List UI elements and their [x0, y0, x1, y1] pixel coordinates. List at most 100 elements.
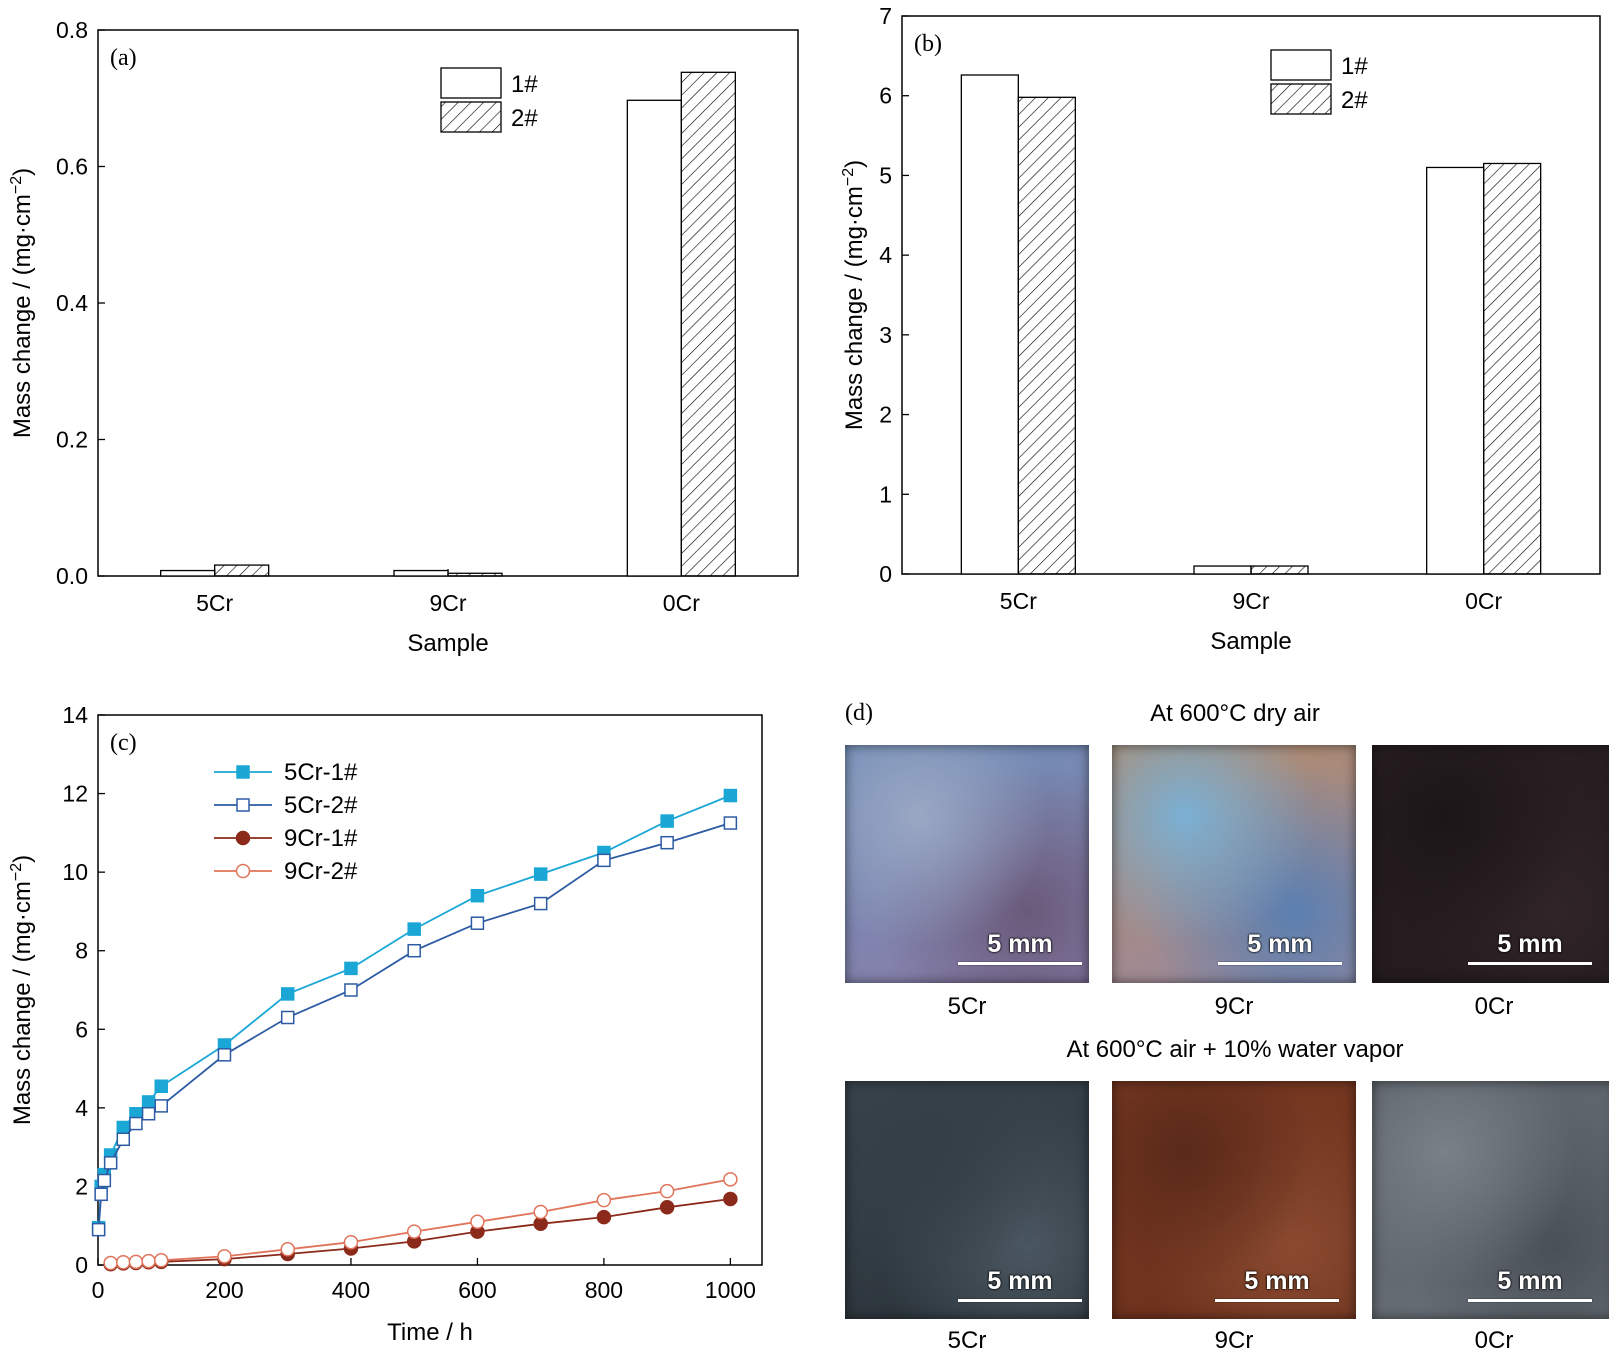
scale-bar-label: 5 mm — [1247, 930, 1313, 958]
x-tick-label: 800 — [585, 1277, 623, 1303]
y-tick-label: 2 — [75, 1173, 88, 1199]
scale-bar — [1218, 962, 1342, 965]
data-point-5Cr-1# — [116, 1120, 131, 1135]
legend-marker — [236, 765, 250, 779]
y-tick-label: 0.4 — [56, 290, 88, 316]
data-point-9Cr-2# — [280, 1242, 295, 1257]
series-line-5Cr-2# — [97, 822, 731, 1230]
chart-a: 0.0 0.2 0.4 0.6 0.8 5Cr 9Cr 0Cr Sample Mass chang… — [8, 17, 799, 657]
y-tick-label: 0.8 — [56, 17, 88, 43]
x-tick-label: 0Cr — [663, 590, 700, 616]
scale-bar — [1468, 1299, 1592, 1302]
y-tick-label: 10 — [62, 859, 88, 885]
photo-5cr-water-vapor — [845, 1081, 1089, 1319]
x-axis-label: Sample — [1210, 628, 1291, 655]
data-point-5Cr-2# — [129, 1116, 143, 1131]
y-tick-label: 0 — [879, 561, 892, 587]
legend-swatch — [1270, 49, 1332, 81]
data-point-5Cr-2# — [533, 896, 548, 911]
data-point-5Cr-2# — [94, 1187, 108, 1202]
y-tick-label: 0.2 — [56, 427, 88, 453]
panel-d-label: (d) — [845, 700, 873, 726]
x-tick-label: 0Cr — [1465, 588, 1502, 614]
data-point-9Cr-2# — [533, 1204, 548, 1220]
photo-label: 5Cr — [947, 1327, 987, 1354]
legend-label: 2# — [1341, 87, 1368, 114]
scale-bar-label: 5 mm — [1497, 1267, 1563, 1295]
data-point-5Cr-2# — [470, 916, 485, 930]
y-axis-label: Mass change / (mg·cm−2) — [8, 855, 36, 1125]
bar-2-9Cr — [1250, 565, 1309, 575]
x-tick-label: 9Cr — [1232, 588, 1269, 614]
y-axis-label: Mass change / (mg·cm−2) — [8, 168, 36, 438]
y-tick-label: 4 — [879, 242, 892, 268]
bar-1-0Cr — [626, 99, 682, 577]
y-tick-label: 5 — [879, 162, 892, 188]
bar-1-5Cr — [960, 74, 1019, 575]
x-tick-label: 400 — [332, 1277, 370, 1303]
data-point-5Cr-1# — [470, 888, 485, 903]
data-point-5Cr-2# — [344, 983, 358, 997]
y-axis-label: Mass change / (mg·cm−2) — [840, 160, 868, 430]
x-tick-label: 1000 — [705, 1277, 756, 1303]
chart-b: 0 1 2 3 4 5 6 7 5Cr 9Cr 0Cr Sample Mass change / (mg… — [840, 3, 1601, 655]
bar-2-0Cr — [1483, 162, 1542, 575]
photo-label: 5Cr — [947, 993, 987, 1020]
legend-label: 5Cr-1# — [284, 759, 358, 786]
scale-bar-label: 5 mm — [1497, 930, 1563, 958]
photo-label: 9Cr — [1214, 1327, 1254, 1354]
legend-label: 1# — [511, 71, 538, 98]
y-tick-label: 4 — [75, 1095, 88, 1121]
panel-label: (b) — [914, 31, 942, 57]
data-point-5Cr-2# — [141, 1107, 156, 1121]
scale-bar — [1215, 1299, 1339, 1302]
scale-bar-label: 5 mm — [987, 1267, 1053, 1295]
row2-title: At 600°C air + 10% water vapor — [1066, 1036, 1404, 1063]
legend-marker — [235, 830, 251, 846]
bar-2-9Cr — [447, 572, 503, 577]
data-point-5Cr-2# — [597, 853, 611, 868]
data-point-5Cr-1# — [280, 987, 295, 1001]
scale-bar — [958, 1299, 1082, 1302]
x-axis-label: Time / h — [387, 1319, 473, 1346]
data-point-5Cr-1# — [407, 922, 421, 936]
photo-label: 0Cr — [1474, 1327, 1514, 1354]
panel-label: (a) — [110, 45, 137, 71]
legend-marker — [236, 798, 250, 812]
bar-1-0Cr — [1426, 166, 1485, 575]
x-tick-label: 5Cr — [196, 590, 233, 616]
data-point-9Cr-2# — [723, 1172, 738, 1187]
x-tick-label: 0 — [92, 1277, 105, 1303]
photo-9cr-dry-air — [1112, 745, 1356, 983]
legend-swatch — [440, 67, 502, 99]
y-tick-label: 3 — [879, 322, 892, 348]
photo-label: 9Cr — [1214, 993, 1254, 1020]
row1-title: At 600°C dry air — [1150, 700, 1320, 727]
series-line-5Cr-1# — [97, 794, 731, 1228]
data-point-5Cr-1# — [154, 1079, 168, 1093]
data-point-9Cr-1# — [723, 1191, 738, 1207]
x-tick-label: 600 — [458, 1277, 496, 1303]
x-axis-label: Sample — [407, 630, 488, 657]
data-point-5Cr-2# — [97, 1173, 112, 1188]
bar-1-5Cr — [160, 569, 216, 577]
x-tick-label: 5Cr — [1000, 588, 1037, 614]
data-point-9Cr-2# — [128, 1254, 144, 1270]
data-point-5Cr-2# — [660, 835, 674, 850]
legend-swatch — [440, 101, 502, 133]
y-tick-label: 0.0 — [56, 563, 88, 589]
data-point-9Cr-2# — [596, 1192, 612, 1208]
data-point-9Cr-2# — [217, 1249, 232, 1264]
data-point-5Cr-2# — [116, 1132, 131, 1147]
data-point-5Cr-1# — [344, 961, 358, 976]
y-tick-label: 1 — [879, 481, 892, 507]
scale-bar-label: 5 mm — [1244, 1267, 1310, 1295]
y-tick-label: 8 — [75, 938, 88, 964]
legend-swatch — [1270, 83, 1332, 115]
scale-bar — [1468, 962, 1592, 965]
bar-2-5Cr — [1017, 96, 1076, 575]
y-tick-label: 6 — [879, 83, 892, 109]
bar-2-5Cr — [214, 564, 270, 577]
data-point-9Cr-2# — [406, 1224, 422, 1239]
